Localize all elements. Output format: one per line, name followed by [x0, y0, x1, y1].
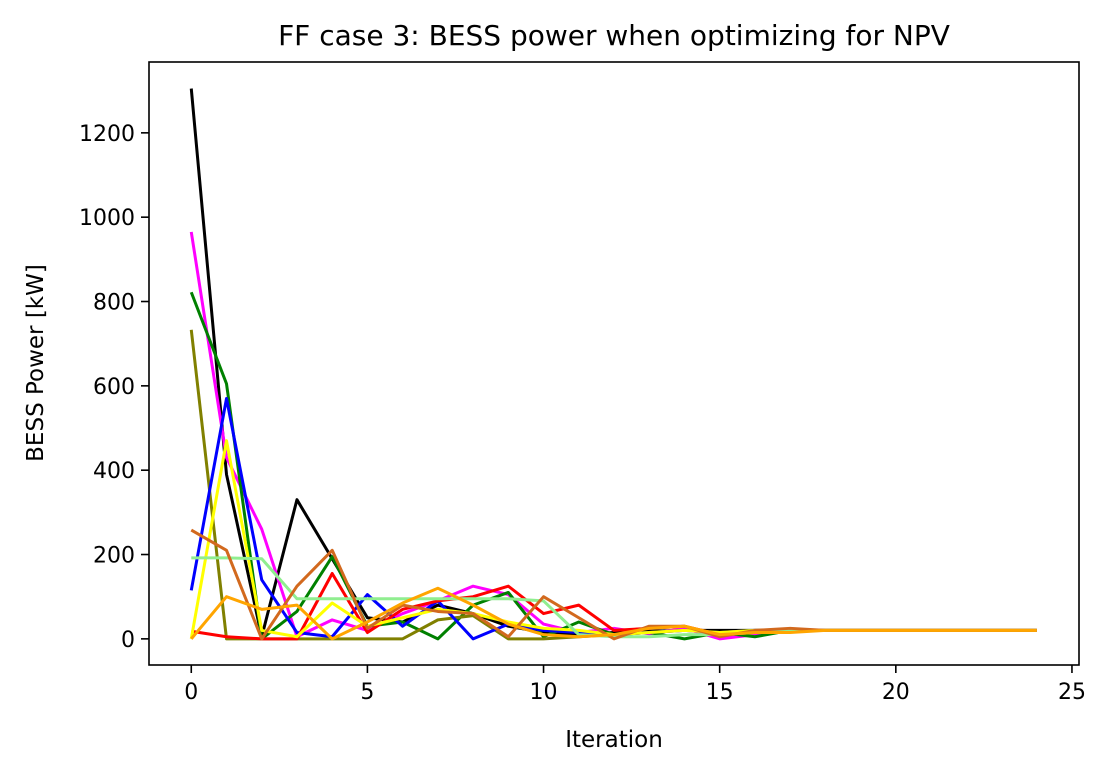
y-tick-label: 0	[121, 628, 135, 653]
y-tick-label: 400	[93, 459, 135, 484]
x-axis-label: Iteration	[565, 727, 663, 753]
y-tick-label: 1200	[79, 122, 135, 147]
x-tick-label: 25	[1058, 680, 1086, 705]
x-tick-label: 0	[184, 680, 198, 705]
chart-title: FF case 3: BESS power when optimizing fo…	[278, 19, 950, 52]
series-layer	[189, 88, 1037, 641]
x-tick-label: 20	[882, 680, 910, 705]
series-line-5	[189, 397, 1037, 641]
y-tick-label: 1000	[79, 206, 135, 231]
x-tick-label: 5	[360, 680, 374, 705]
x-tick-label: 15	[706, 680, 734, 705]
y-tick-label: 600	[93, 375, 135, 400]
series-line-9	[190, 528, 1037, 641]
series-line-1	[189, 88, 1037, 639]
y-tick-label: 800	[93, 291, 135, 316]
y-tick-label: 200	[93, 544, 135, 569]
series-line-10	[190, 586, 1037, 641]
x-tick-label: 10	[530, 680, 558, 705]
series-line-4	[189, 329, 1037, 641]
tick-layer: 0 5 10 15 20 25 0 200 400 600 800 1000 1200	[79, 122, 1086, 705]
series-line-7	[189, 439, 1037, 640]
y-axis-label: BESS Power [kW]	[23, 264, 49, 462]
series-line-3	[189, 291, 1037, 641]
plot-frame	[148, 61, 1080, 666]
